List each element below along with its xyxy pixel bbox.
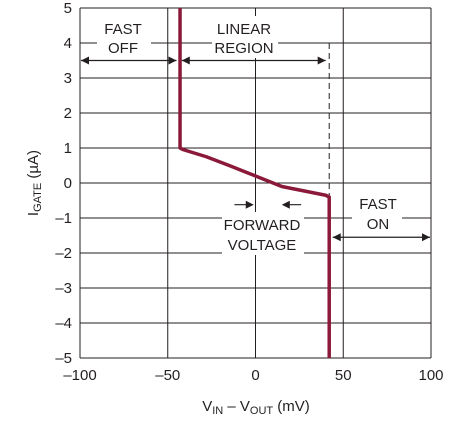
linear-region-arrow-head-right xyxy=(317,56,326,65)
series-layer xyxy=(178,8,331,358)
annotation-forward-voltage: FORWARD VOLTAGE xyxy=(224,217,301,254)
x-tick-label: 100 xyxy=(418,367,443,384)
annotation-arrows xyxy=(81,43,430,242)
label-mask xyxy=(97,16,151,58)
label-mask xyxy=(222,212,304,255)
linear-region-arrow-head-left xyxy=(181,56,190,65)
y-tick-label: 3 xyxy=(64,70,72,87)
y-axis-title: IGATE (µA) xyxy=(25,150,44,216)
x-tick-label: 50 xyxy=(335,367,352,384)
y-tick-label: –3 xyxy=(55,280,72,297)
annotation-forward-voltage-line1: FORWARD xyxy=(224,217,301,234)
y-tick-label: 0 xyxy=(64,175,72,192)
fast-off-arrow-head-right xyxy=(168,56,177,65)
annotation-fast-on: FAST ON xyxy=(359,196,397,233)
fast-off-arrow-head-left xyxy=(81,56,89,65)
annotation-fast-off-line2: OFF xyxy=(108,40,138,57)
y-tick-label: –4 xyxy=(55,315,72,332)
x-axis-title: VIN – VOUT (mV) xyxy=(202,398,310,417)
fast-on-arrow-head-right xyxy=(422,233,430,242)
y-tick-label: 4 xyxy=(64,35,72,52)
y-tick-label: –2 xyxy=(55,245,72,262)
x-tick-label: 0 xyxy=(251,367,259,384)
annotation-forward-voltage-line2: VOLTAGE xyxy=(228,237,297,254)
annotation-fast-on-line1: FAST xyxy=(359,196,397,213)
annotation-fast-on-line2: ON xyxy=(367,216,390,233)
label-mask xyxy=(212,16,278,58)
y-tick-label: –5 xyxy=(55,350,72,367)
tick-labels: –100 –50 0 50 100 5 4 3 2 1 0 –1 –2 –3 –4 –5 xyxy=(55,0,443,384)
forward-voltage-pointer-right-head xyxy=(281,200,290,209)
grid xyxy=(79,7,432,359)
annotation-linear-region-line2: REGION xyxy=(214,40,273,57)
x-tick-label: –50 xyxy=(155,367,180,384)
x-tick-label: –100 xyxy=(63,367,96,384)
annotation-fast-off: FAST OFF xyxy=(104,21,142,57)
fast-on-arrow-head-left xyxy=(332,233,341,242)
y-tick-label: 2 xyxy=(64,105,72,122)
annotation-fast-off-line1: FAST xyxy=(104,21,142,38)
y-tick-label: –1 xyxy=(55,210,72,227)
forward-voltage-pointer-left-head xyxy=(245,200,254,209)
label-mask xyxy=(352,192,402,234)
annotation-linear-region: LINEAR REGION xyxy=(214,21,273,57)
y-tick-label: 1 xyxy=(64,140,72,157)
annotation-linear-region-line1: LINEAR xyxy=(217,21,271,38)
series-line xyxy=(178,8,331,358)
y-tick-label: 5 xyxy=(64,0,72,17)
